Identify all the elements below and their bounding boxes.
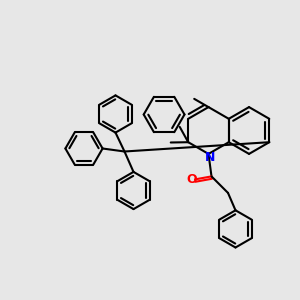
Text: O: O xyxy=(187,173,197,186)
Text: N: N xyxy=(205,151,215,164)
